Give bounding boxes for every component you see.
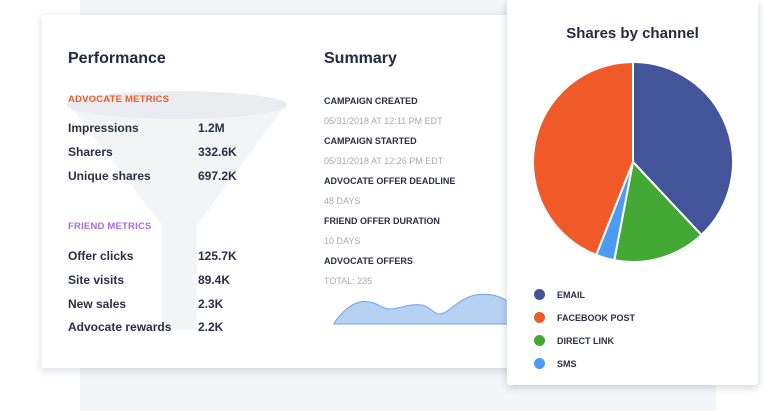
metric-impressions: Impressions 1.2M	[68, 121, 288, 135]
legend-label: EMAIL	[557, 289, 585, 300]
performance-title: Performance	[68, 50, 166, 67]
summary-label: CAMPAIGN CREATED	[324, 96, 418, 106]
summary-label: ADVOCATE OFFER DEADLINE	[324, 176, 456, 186]
summary-value: TOTAL: 235	[324, 276, 373, 286]
metric-advocate-rewards: Advocate rewards 2.2K	[68, 320, 288, 334]
friend-metrics-label: FRIEND METRICS	[68, 221, 152, 232]
summary-list: CAMPAIGN CREATED 05/31/2018 AT 12:11 PM …	[324, 96, 455, 296]
legend-item-facebook-post: FACEBOOK POST	[534, 306, 635, 329]
legend-swatch	[534, 358, 545, 369]
pie-slice-email	[632, 60, 734, 237]
summary-label: FRIEND OFFER DURATION	[324, 216, 440, 226]
pie-slice-facebook-post	[532, 60, 634, 257]
legend-item-sms: SMS	[534, 352, 635, 375]
metric-label: Impressions	[68, 121, 139, 135]
summary-value: 10 DAYS	[324, 236, 361, 246]
metric-new-sales: New sales 2.3K	[68, 297, 288, 311]
summary-value: 05/31/2018 AT 12:26 PM EDT	[324, 156, 444, 166]
legend-label: DIRECT LINK	[557, 335, 614, 346]
pie-chart	[532, 60, 734, 263]
metric-label: Advocate rewards	[68, 320, 172, 334]
legend-label: SMS	[557, 358, 577, 369]
metric-value: 2.3K	[198, 297, 224, 311]
metric-label: Offer clicks	[68, 249, 134, 263]
metric-value: 2.2K	[198, 320, 224, 334]
chart-legend: EMAIL FACEBOOK POST DIRECT LINK SMS	[534, 283, 635, 375]
metric-label: Site visits	[68, 273, 125, 287]
legend-item-email: EMAIL	[534, 283, 635, 306]
metric-site-visits: Site visits 89.4K	[68, 273, 288, 287]
legend-swatch	[534, 289, 545, 300]
legend-label: FACEBOOK POST	[557, 312, 636, 323]
funnel-graphic	[67, 91, 287, 330]
metric-label: Unique shares	[68, 169, 151, 183]
metric-value: 332.6K	[198, 145, 237, 159]
metric-unique-shares: Unique shares 697.2K	[68, 169, 288, 183]
metric-label: Sharers	[68, 145, 113, 159]
advocate-metrics-label: ADVOCATE METRICS	[68, 94, 170, 105]
metric-value: 89.4K	[198, 273, 231, 287]
legend-swatch	[534, 335, 545, 346]
metric-value: 125.7K	[198, 249, 237, 263]
performance-card: Performance ADVOCATE METRICS Impressions…	[42, 15, 512, 368]
metric-sharers: Sharers 332.6K	[68, 145, 288, 159]
chart-title: Shares by channel	[566, 25, 699, 42]
pie-slice-direct-link	[613, 159, 703, 263]
summary-label: ADVOCATE OFFERS	[324, 256, 413, 266]
summary-value: 48 DAYS	[324, 196, 361, 206]
wave-sparkline	[333, 293, 512, 325]
summary-label: CAMPAIGN STARTED	[324, 136, 417, 146]
metric-label: New sales	[68, 297, 127, 311]
metric-value: 697.2K	[198, 169, 237, 183]
legend-swatch	[534, 312, 545, 323]
shares-by-channel-card: Shares by channel EMAIL FACEBOOK POST DI…	[507, 0, 758, 385]
summary-value: 05/31/2018 AT 12:11 PM EDT	[324, 116, 443, 126]
summary-title: Summary	[324, 50, 397, 67]
metric-value: 1.2M	[198, 121, 225, 135]
legend-item-direct-link: DIRECT LINK	[534, 329, 635, 352]
metric-offer-clicks: Offer clicks 125.7K	[68, 249, 288, 263]
